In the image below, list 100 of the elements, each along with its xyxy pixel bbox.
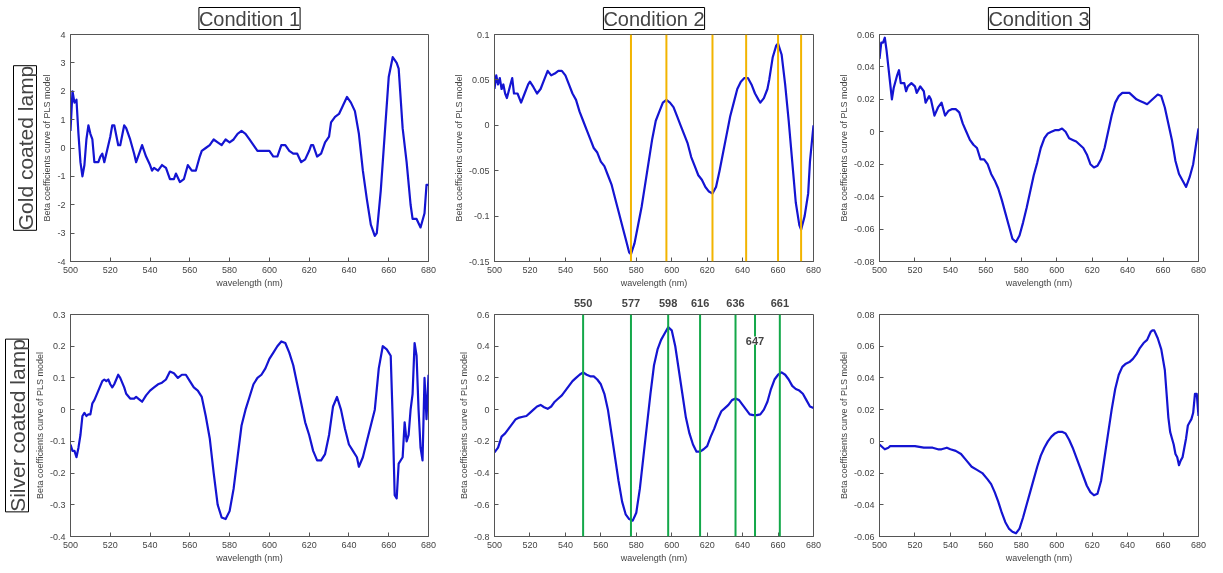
y-axis-title: Beta coefficients curve of PLS model <box>34 352 45 499</box>
y-tick-label: -0.08 <box>853 256 875 267</box>
y-tick-label: 0.04 <box>856 372 875 383</box>
y-tick-label: -0.1 <box>49 436 66 447</box>
y-tick-label: 1 <box>60 114 66 125</box>
y-tick-label: 0 <box>484 120 490 131</box>
x-tick-label: 580 <box>1013 539 1029 550</box>
ref-line-label: 647 <box>745 334 765 347</box>
x-tick-label: 620 <box>301 264 317 275</box>
x-tick-label: 500 <box>62 539 79 550</box>
y-tick-label: -0.02 <box>853 468 875 479</box>
x-tick-label: 500 <box>486 539 503 550</box>
y-tick-label: 0.1 <box>52 372 66 383</box>
x-tick-label: 600 <box>261 539 277 550</box>
x-tick-label: 660 <box>1155 539 1171 550</box>
y-tick-label: 0.2 <box>52 341 66 352</box>
ref-line-label: 636 <box>726 296 745 309</box>
y-tick-label: 0.04 <box>856 61 875 72</box>
x-axis-title: wavelength (nm) <box>619 277 688 288</box>
y-tick-label: 0.1 <box>476 29 490 40</box>
y-tick-label: 0 <box>869 126 875 137</box>
x-tick-label: 520 <box>907 264 923 275</box>
x-tick-label: 560 <box>593 264 609 275</box>
x-axis-title: wavelength (nm) <box>619 552 688 563</box>
y-tick-label: 0 <box>60 143 66 153</box>
x-tick-label: 640 <box>735 539 751 550</box>
x-tick-label: 600 <box>1049 539 1065 550</box>
y-axis-title: Beta coefficients curve of PLS model <box>838 74 849 222</box>
ref-line-label: 577 <box>621 296 641 309</box>
x-axis-title: wavelength (nm) <box>215 277 283 288</box>
y-tick-label: -0.2 <box>473 436 490 447</box>
x-tick-label: 560 <box>593 539 609 550</box>
x-tick-label: 660 <box>1155 264 1171 275</box>
ref-line-label: 550 <box>573 296 593 309</box>
x-tick-label: 580 <box>1013 264 1029 275</box>
x-tick-label: 680 <box>1190 264 1207 275</box>
x-tick-label: 560 <box>978 264 994 275</box>
x-tick-label: 500 <box>486 264 503 275</box>
x-tick-label: 500 <box>62 264 79 275</box>
y-tick-label: 0.6 <box>476 309 490 320</box>
x-tick-label: 500 <box>871 539 888 550</box>
chart-title: Condition 2 <box>603 7 705 30</box>
x-tick-label: 540 <box>557 539 573 550</box>
x-tick-label: 640 <box>735 264 751 275</box>
x-tick-label: 660 <box>381 264 397 275</box>
x-tick-label: 580 <box>222 539 238 550</box>
y-tick-label: -1 <box>57 171 66 182</box>
x-tick-label: 660 <box>770 539 786 550</box>
x-tick-label: 560 <box>182 539 198 550</box>
y-tick-label: -0.04 <box>853 499 875 510</box>
x-tick-label: 540 <box>942 264 958 275</box>
x-tick-label: 680 <box>1190 539 1207 550</box>
x-tick-label: 660 <box>381 539 397 550</box>
y-tick-label: -4 <box>57 256 66 267</box>
x-tick-label: 560 <box>182 264 198 275</box>
x-tick-label: 520 <box>907 539 923 550</box>
ref-line-label: 616 <box>690 296 710 309</box>
text: Silver coated lamp <box>5 339 29 512</box>
x-tick-label: 680 <box>805 539 822 550</box>
x-tick-label: 640 <box>341 264 357 275</box>
x-tick-label: 520 <box>522 264 538 275</box>
y-axis-title: Beta coefficients curve of PLS model <box>453 74 464 222</box>
x-tick-label: 560 <box>978 539 994 550</box>
x-tick-label: 500 <box>871 264 888 275</box>
x-tick-label: 680 <box>420 264 437 275</box>
y-axis-title: Beta coefficients curve of PLS model <box>42 74 53 222</box>
x-tick-label: 540 <box>557 264 573 275</box>
chart-title: Condition 1 <box>198 7 301 30</box>
y-tick-label: -0.8 <box>473 531 490 542</box>
y-tick-label: -0.02 <box>853 159 875 170</box>
y-tick-label: 0.3 <box>52 309 66 320</box>
x-tick-label: 680 <box>805 264 822 275</box>
y-tick-label: 0 <box>869 436 875 447</box>
y-axis-title: Beta coefficients curve of PLS model <box>458 352 469 499</box>
text: Gold coated lamp <box>13 65 37 231</box>
y-tick-label: -0.1 <box>473 211 490 222</box>
y-tick-label: 0 <box>60 404 66 415</box>
y-tick-label: 2 <box>60 86 66 97</box>
y-tick-label: -0.6 <box>473 499 490 510</box>
y-tick-label: -0.05 <box>468 165 490 176</box>
x-tick-label: 580 <box>628 264 644 275</box>
x-tick-label: 520 <box>102 539 118 550</box>
x-axis-title: wavelength (nm) <box>215 552 283 563</box>
x-tick-label: 580 <box>222 264 238 275</box>
x-tick-label: 640 <box>1120 539 1136 550</box>
y-tick-label: 4 <box>60 29 66 40</box>
x-tick-label: 640 <box>1120 264 1136 275</box>
ref-line-label: 598 <box>659 296 678 309</box>
x-tick-label: 520 <box>522 539 538 550</box>
y-tick-label: 0.2 <box>476 372 490 383</box>
y-tick-label: -0.3 <box>49 499 66 510</box>
x-tick-label: 620 <box>1084 264 1100 275</box>
y-tick-label: -3 <box>57 228 66 239</box>
y-tick-label: -0.2 <box>49 468 66 479</box>
x-tick-label: 540 <box>942 539 958 550</box>
x-tick-label: 600 <box>1049 264 1065 275</box>
y-tick-label: 0 <box>484 404 490 415</box>
y-tick-label: 0.02 <box>856 404 875 415</box>
x-tick-label: 600 <box>664 264 680 275</box>
x-tick-label: 540 <box>142 264 158 275</box>
